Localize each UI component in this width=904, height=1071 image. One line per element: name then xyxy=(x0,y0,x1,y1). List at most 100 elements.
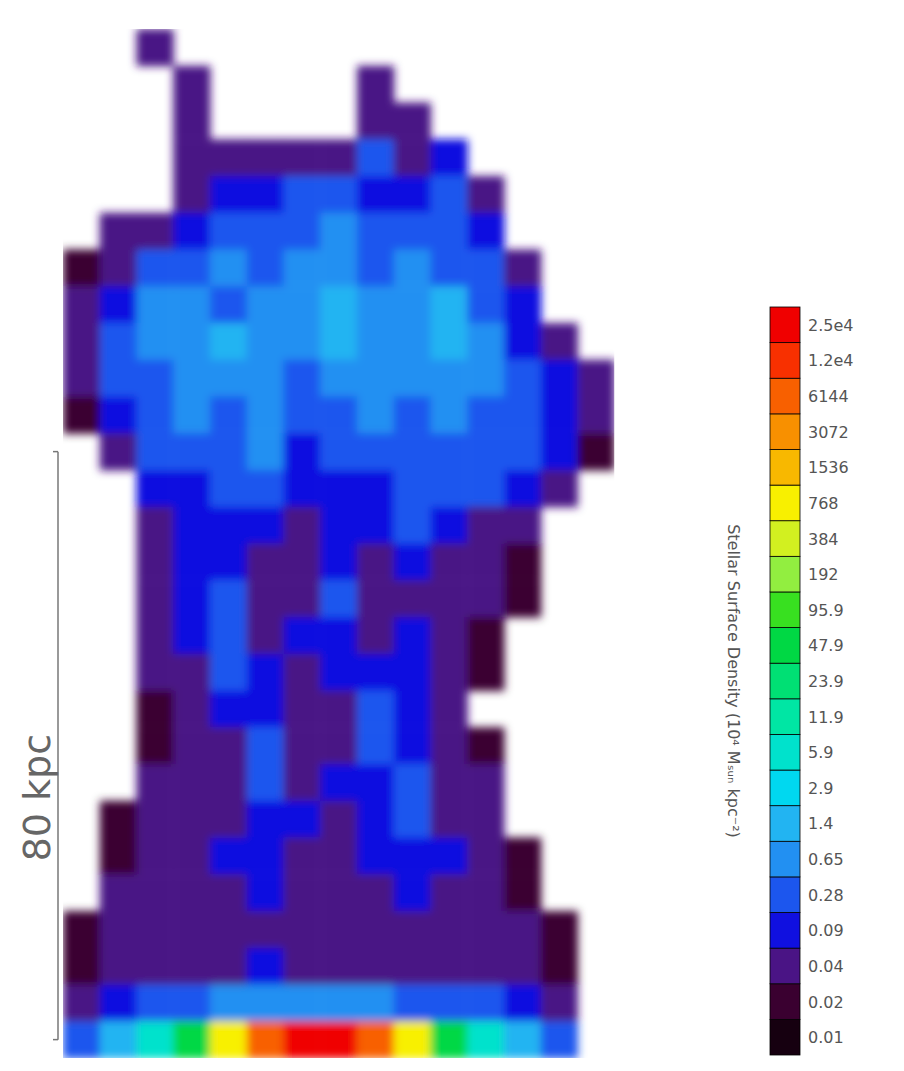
density-cell xyxy=(284,654,321,691)
density-cell xyxy=(284,580,321,617)
density-cell xyxy=(63,176,100,213)
density-cell xyxy=(210,874,247,911)
density-cell xyxy=(504,580,541,617)
density-cell xyxy=(284,764,321,801)
density-cell xyxy=(284,213,321,250)
scale-bar-label: 80 kpc xyxy=(15,734,59,861)
density-cell xyxy=(247,323,284,360)
density-cell xyxy=(100,470,137,507)
density-cell xyxy=(210,580,247,617)
density-cell xyxy=(541,103,578,140)
density-cell xyxy=(431,213,468,250)
density-cell xyxy=(541,544,578,581)
density-cell xyxy=(578,874,615,911)
density-cell xyxy=(541,691,578,728)
density-cell xyxy=(173,691,210,728)
density-cell xyxy=(63,470,100,507)
density-cell xyxy=(394,654,431,691)
density-cell xyxy=(320,801,357,838)
density-cell xyxy=(504,727,541,764)
density-cell xyxy=(284,139,321,176)
density-cell xyxy=(247,580,284,617)
density-cell xyxy=(247,29,284,66)
density-cell xyxy=(137,838,174,875)
density-cell xyxy=(100,985,137,1022)
colorbar-box xyxy=(770,556,800,592)
density-cell xyxy=(100,874,137,911)
density-cell xyxy=(357,838,394,875)
density-cell xyxy=(137,691,174,728)
density-cell xyxy=(137,985,174,1022)
density-cell xyxy=(541,470,578,507)
density-cell xyxy=(247,948,284,985)
density-cell xyxy=(137,213,174,250)
density-cell xyxy=(578,433,615,470)
density-cell xyxy=(467,801,504,838)
density-cell xyxy=(578,250,615,287)
density-cell xyxy=(173,838,210,875)
colorbar-box xyxy=(770,984,800,1020)
colorbar-tick-label: 47.9 xyxy=(808,636,844,655)
density-cell xyxy=(100,580,137,617)
density-cell xyxy=(284,29,321,66)
density-cell xyxy=(100,213,137,250)
density-cell xyxy=(173,286,210,323)
density-cell xyxy=(504,985,541,1022)
colorbar-box xyxy=(770,806,800,842)
density-cell xyxy=(63,764,100,801)
density-cell xyxy=(320,360,357,397)
density-cell xyxy=(394,433,431,470)
density-cell xyxy=(357,544,394,581)
density-cell xyxy=(63,544,100,581)
density-cell xyxy=(541,433,578,470)
density-cell xyxy=(357,286,394,323)
density-cell xyxy=(578,176,615,213)
density-cell xyxy=(394,911,431,948)
density-cell xyxy=(357,948,394,985)
density-cell xyxy=(431,103,468,140)
density-cell xyxy=(578,139,615,176)
density-cell xyxy=(394,507,431,544)
density-cell xyxy=(100,286,137,323)
density-cell xyxy=(394,397,431,434)
density-cell xyxy=(173,66,210,103)
density-cell xyxy=(357,176,394,213)
density-cell xyxy=(210,213,247,250)
density-cell xyxy=(504,764,541,801)
density-cell xyxy=(578,323,615,360)
density-cell xyxy=(431,507,468,544)
density-cell xyxy=(541,213,578,250)
colorbar-box xyxy=(770,628,800,664)
density-cell xyxy=(320,948,357,985)
density-cell xyxy=(63,801,100,838)
density-cell xyxy=(394,874,431,911)
density-cell xyxy=(173,1021,210,1058)
density-cell xyxy=(210,654,247,691)
density-cell xyxy=(320,691,357,728)
density-cell xyxy=(100,764,137,801)
density-cell xyxy=(284,801,321,838)
density-cell xyxy=(63,727,100,764)
density-cell xyxy=(504,139,541,176)
density-cell xyxy=(284,250,321,287)
density-cell xyxy=(320,985,357,1022)
density-cell xyxy=(357,580,394,617)
density-cell xyxy=(541,507,578,544)
density-cell xyxy=(541,838,578,875)
colorbar-box xyxy=(770,770,800,806)
density-cell xyxy=(210,1021,247,1058)
density-cell xyxy=(173,139,210,176)
density-cell xyxy=(467,874,504,911)
density-cell xyxy=(394,29,431,66)
density-cell xyxy=(100,838,137,875)
density-cell xyxy=(431,764,468,801)
density-cell xyxy=(210,544,247,581)
density-cell xyxy=(247,874,284,911)
density-cell xyxy=(504,911,541,948)
density-cell xyxy=(431,727,468,764)
density-cell xyxy=(100,139,137,176)
density-cell xyxy=(137,948,174,985)
density-cell xyxy=(247,1021,284,1058)
density-cell xyxy=(210,250,247,287)
density-cell xyxy=(541,801,578,838)
